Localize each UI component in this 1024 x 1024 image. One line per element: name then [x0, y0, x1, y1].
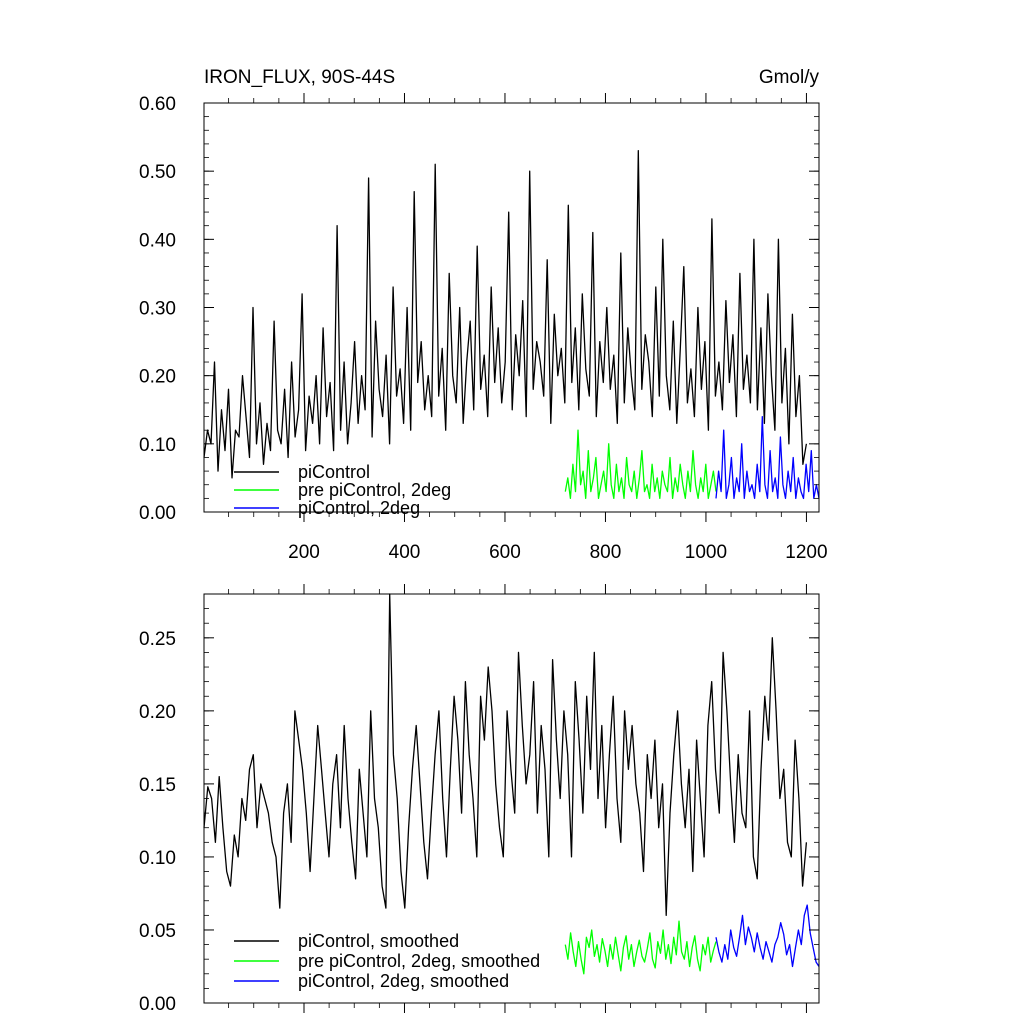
bottom-legend-label-1: pre piControl, 2deg, smoothed — [298, 951, 540, 971]
bottom-series-line-2 — [715, 904, 820, 968]
top-y-tick-label: 0.10 — [139, 435, 176, 456]
top-x-tick-label: 800 — [590, 542, 622, 563]
top-x-tick-label: 1000 — [685, 542, 727, 563]
bottom-y-tick-label: 0.25 — [139, 629, 176, 650]
top-y-tick-label: 0.50 — [139, 162, 176, 183]
bottom-y-tick-label: 0.15 — [139, 775, 176, 796]
top-legend-label-1: pre piControl, 2deg — [298, 480, 451, 500]
top-chart-units: Gmol/y — [759, 67, 820, 88]
bottom-series-line-0 — [203, 593, 808, 917]
bottom-y-tick-label: 0.20 — [139, 702, 176, 723]
top-series-line-0 — [203, 150, 808, 479]
top-series-line-2 — [715, 415, 820, 500]
top-y-tick-label: 0.30 — [139, 299, 176, 320]
top-series-line-1 — [564, 429, 717, 500]
top-legend-label-0: piControl — [298, 462, 370, 482]
bottom-y-tick-label: 0.05 — [139, 921, 176, 942]
top-y-tick-label: 0.20 — [139, 367, 176, 388]
top-x-tick-label: 400 — [389, 542, 421, 563]
bottom-legend-label-0: piControl, smoothed — [298, 931, 459, 951]
top-x-tick-label: 600 — [489, 542, 521, 563]
top-panel: 0.00 0.10 0.20 0.30 0.40 0.50 0.60 200 400 600 800… — [139, 67, 828, 563]
bottom-y-tick-label: 0.10 — [139, 848, 176, 869]
bottom-series-line-1 — [564, 920, 717, 975]
top-x-tick-label: 1200 — [785, 542, 827, 563]
top-legend-label-2: piControl, 2deg — [298, 498, 420, 518]
bottom-legend-label-2: piControl, 2deg, smoothed — [298, 971, 509, 991]
top-y-tick-label: 0.60 — [139, 94, 176, 115]
bottom-y-tick-label: 0.00 — [139, 994, 176, 1015]
top-chart-title: IRON_FLUX, 90S-44S — [204, 67, 395, 88]
top-x-tick-label: 200 — [288, 542, 320, 563]
bottom-plot-frame — [203, 593, 820, 1004]
top-y-tick-label: 0.00 — [139, 503, 176, 524]
top-y-tick-label: 0.40 — [139, 230, 176, 251]
bottom-panel: 0.00 0.05 0.10 0.15 0.20 0.25 piControl, smoo… — [139, 584, 820, 1015]
